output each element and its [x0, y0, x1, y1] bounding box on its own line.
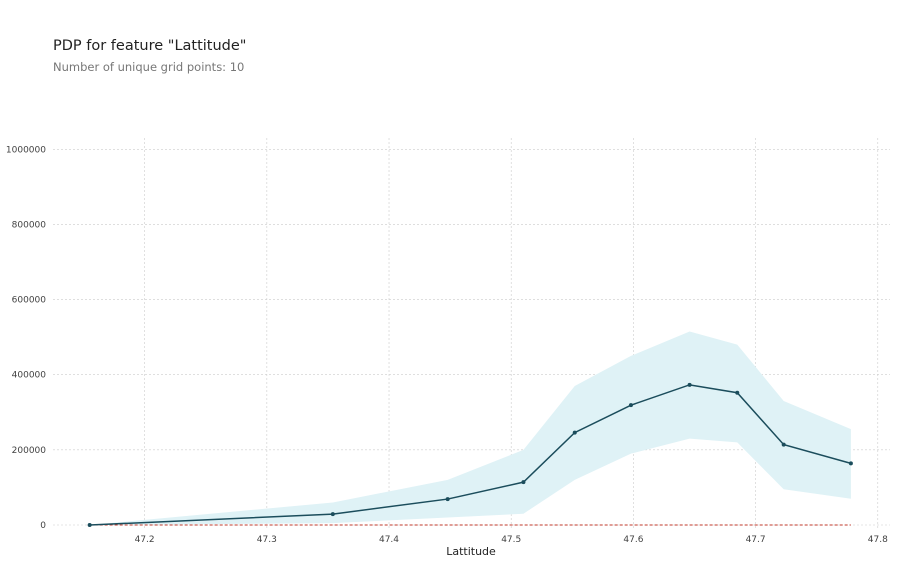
x-tick-labels: 47.2 47.3 47.4 47.5 47.6 47.7 47.8	[135, 535, 888, 545]
y-tick-label: 800000	[12, 220, 47, 230]
x-tick-label: 47.3	[257, 535, 277, 545]
x-tick-label: 47.2	[135, 535, 155, 545]
confidence-band-layer	[89, 331, 851, 525]
pdp-line	[89, 384, 852, 526]
x-tick-label: 47.7	[746, 535, 766, 545]
x-axis-label: Lattitude	[446, 545, 496, 558]
y-tick-label: 400000	[12, 371, 47, 381]
x-tick-label: 47.5	[501, 535, 521, 545]
y-tick-label: 1000000	[6, 145, 46, 155]
pdp-point-7	[735, 390, 740, 395]
pdp-point-9	[848, 461, 853, 466]
pdp-point-1	[330, 512, 335, 517]
pdp-point-5	[628, 403, 633, 408]
pdp-point-6	[687, 382, 692, 387]
x-tick-label: 47.8	[868, 535, 888, 545]
pdp-point-2	[445, 497, 450, 502]
x-tick-label: 47.4	[379, 535, 399, 545]
y-tick-label: 0	[40, 521, 46, 531]
pdp-point-4	[572, 430, 577, 435]
pdp-point-8	[781, 442, 786, 447]
pdp-point-0	[87, 522, 92, 527]
pdp-point-3	[521, 480, 526, 485]
y-tick-label: 200000	[12, 446, 47, 456]
confidence-band	[89, 331, 851, 525]
pdp-line-layer	[87, 382, 853, 527]
chart-title: PDP for feature "Lattitude"	[53, 38, 247, 54]
chart-subtitle: Number of unique grid points: 10	[53, 60, 245, 74]
y-tick-label: 600000	[12, 296, 47, 306]
x-tick-label: 47.6	[623, 535, 643, 545]
y-tick-labels: 0 200000 400000 600000 800000 1000000	[6, 145, 46, 531]
